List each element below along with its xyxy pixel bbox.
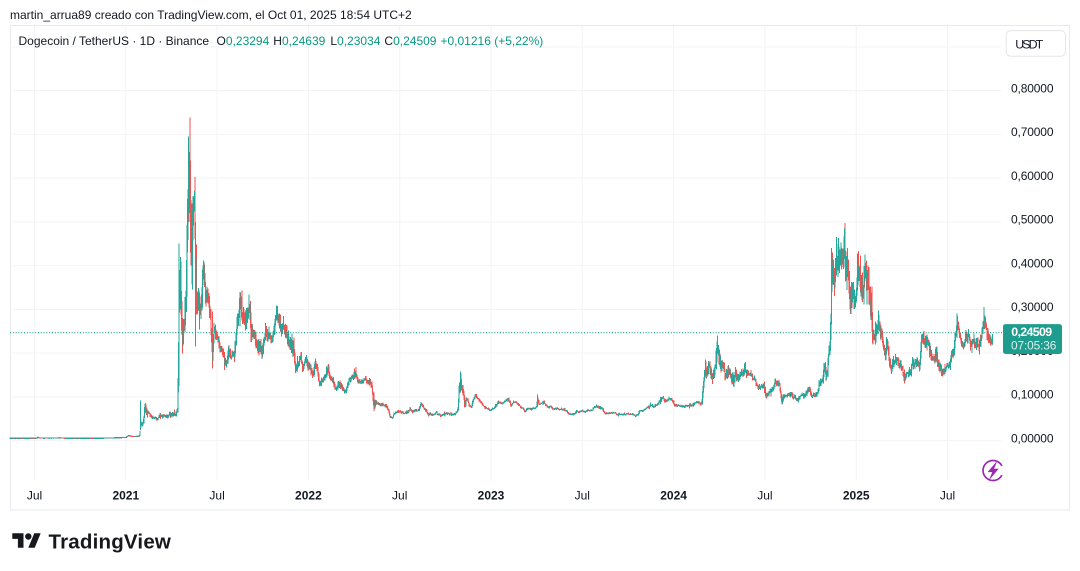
svg-text:2021: 2021: [112, 489, 139, 503]
svg-text:0,24509: 0,24509: [1011, 325, 1052, 339]
svg-text:0,00000: 0,00000: [1011, 431, 1054, 445]
svg-text:Jul: Jul: [757, 489, 772, 503]
svg-text:Jul: Jul: [27, 489, 42, 503]
svg-text:0,10000: 0,10000: [1011, 388, 1054, 402]
svg-text:07:05:36: 07:05:36: [1011, 339, 1057, 353]
svg-text:Jul: Jul: [209, 489, 224, 503]
svg-text:Jul: Jul: [392, 489, 407, 503]
svg-text:0,70000: 0,70000: [1011, 125, 1054, 139]
svg-text:0,80000: 0,80000: [1011, 81, 1054, 95]
svg-text:2022: 2022: [295, 489, 322, 503]
svg-text:0,50000: 0,50000: [1011, 213, 1054, 227]
svg-text:TradingView: TradingView: [49, 530, 172, 553]
svg-text:2023: 2023: [478, 489, 505, 503]
svg-text:0,60000: 0,60000: [1011, 169, 1054, 183]
svg-text:Jul: Jul: [575, 489, 590, 503]
svg-text:2025: 2025: [843, 489, 870, 503]
svg-text:0,30000: 0,30000: [1011, 300, 1054, 314]
svg-text:2024: 2024: [660, 489, 687, 503]
svg-text:Jul: Jul: [940, 489, 955, 503]
svg-text:USDT: USDT: [1015, 37, 1043, 51]
svg-text:0,40000: 0,40000: [1011, 256, 1054, 270]
